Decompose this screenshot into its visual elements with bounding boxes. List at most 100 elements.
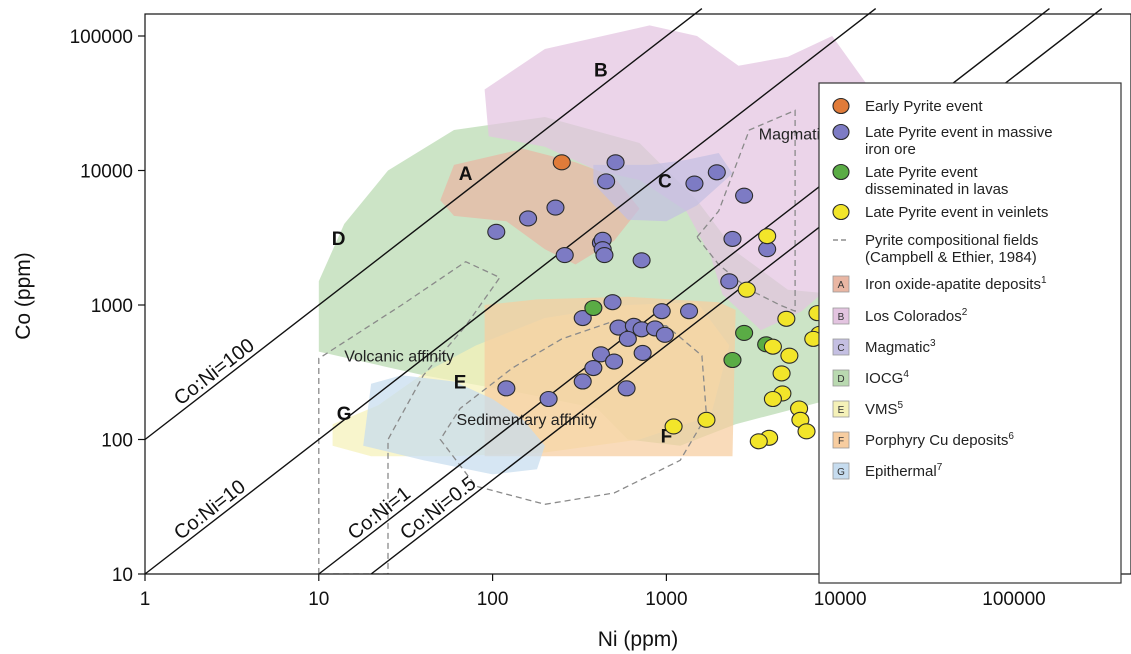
point-late-pyrite-event-in-veinlets-6: [763, 338, 782, 355]
point-late-pyrite-event-in-veinlets-7: [780, 347, 799, 364]
legend-label-late-pyrite-event-disseminated-in-lavas-0: Late Pyrite event: [865, 164, 978, 181]
field-letter-f: F: [661, 426, 673, 447]
point-late-pyrite-event-in-veinlets-15: [749, 433, 768, 450]
legend-swatch-iron-oxide-apatite-deposits: [832, 275, 850, 293]
legend-label-los-colorados-0: Los Colorados2: [865, 307, 968, 325]
point-late-pyrite-event-in-massive-iron-ore-28: [591, 346, 610, 363]
point-late-pyrite-event-in-massive-iron-ore-8: [597, 173, 616, 190]
legend-swatch-vms: [832, 400, 850, 418]
legend-swatch-porphyry-cu-deposits: [832, 431, 850, 449]
legend-label-porphyry-cu-deposits-0: Porphyry Cu deposits6: [865, 431, 1014, 449]
field-g: [363, 375, 545, 475]
point-late-pyrite-event-in-veinlets-16: [697, 411, 716, 428]
point-late-pyrite-event-in-veinlets-1: [737, 281, 756, 298]
point-late-pyrite-event-in-massive-iron-ore-18: [573, 309, 592, 327]
point-late-pyrite-event-in-massive-iron-ore-7: [595, 247, 614, 264]
point-late-pyrite-event-in-massive-iron-ore-12: [707, 164, 726, 181]
legend-label-vms-0: VMS5: [865, 400, 904, 418]
point-late-pyrite-event-in-veinlets-10: [763, 390, 782, 408]
legend-swatch-letter-a: A: [838, 280, 845, 291]
legend-label-magmatic-0: Magmatic3: [865, 338, 936, 356]
point-late-pyrite-event-in-massive-iron-ore-14: [723, 230, 742, 247]
field-letter-g: G: [337, 404, 352, 425]
legend-swatch-iocg: [832, 369, 850, 387]
legend-label-late-pyrite-event-disseminated-in-lavas-1: disseminated in lavas: [865, 181, 1008, 198]
y-tick-label-10000: 10000: [80, 162, 133, 183]
legend-swatch-letter-e: E: [838, 405, 845, 416]
ratio-label-co-ni-0-5: Co:Ni=0.5: [396, 472, 480, 544]
comp-field-volcanic-affinity: [318, 260, 501, 574]
field-c: [593, 153, 733, 222]
comp-field-sedimentary-affinity: [439, 320, 708, 505]
x-tick-label-1000: 1000: [645, 589, 687, 610]
point-late-pyrite-event-disseminated-in-lavas-1: [735, 324, 754, 341]
point-late-pyrite-event-in-massive-iron-ore-26: [618, 330, 637, 347]
legend-box: [818, 82, 1122, 584]
point-late-pyrite-event-in-veinlets-0: [758, 228, 777, 245]
ratio-line-co-ni-100: [144, 7, 703, 441]
field-letter-d: D: [332, 229, 346, 250]
point-late-pyrite-event-in-massive-iron-ore-30: [584, 359, 603, 377]
point-late-pyrite-event-in-massive-iron-ore-33: [497, 380, 516, 397]
legend-label-pyrite-compositional-fields-campbell-ethier-1984-0: Pyrite compositional fields: [865, 232, 1038, 249]
legend-swatch-los-colorados: [832, 307, 850, 325]
y-axis-title: Co (ppm): [12, 252, 35, 340]
field-letter-a: A: [459, 164, 473, 185]
y-tick-label-10: 10: [112, 565, 133, 586]
point-late-pyrite-event-in-massive-iron-ore-16: [720, 273, 739, 290]
legend-label-pyrite-compositional-fields-campbell-ethier-1984-1: (Campbell & Ethier, 1984): [865, 249, 1037, 266]
legend-swatch-letter-c: C: [837, 343, 844, 354]
axes: 1 10 100 1000 10000 100000 10 100 1000 10000 10000…: [70, 13, 1131, 610]
point-late-pyrite-event-in-massive-iron-ore-34: [539, 390, 558, 408]
field-letter-e: E: [454, 372, 467, 393]
ratio-label-co-ni-100: Co:Ni=100: [170, 334, 259, 410]
legend-swatch-letter-f: F: [838, 436, 844, 447]
point-late-pyrite-event-in-massive-iron-ore-17: [603, 294, 622, 311]
point-late-pyrite-event-in-veinlets-13: [797, 423, 816, 440]
legend-marker-late-pyrite-event-in-veinlets: [832, 203, 850, 221]
legend-label-late-pyrite-event-in-massive-iron-ore-0: Late Pyrite event in massive: [865, 124, 1053, 141]
point-late-pyrite-event-in-massive-iron-ore-20: [680, 303, 699, 320]
point-late-pyrite-event-in-massive-iron-ore-29: [605, 353, 624, 370]
x-axis-title: Ni (ppm): [598, 628, 679, 651]
field-letter-b: B: [594, 60, 608, 81]
field-a: [440, 148, 640, 265]
comp-field-magmatic-segregation: [696, 109, 796, 313]
comp-field-label-volcanic-affinity: Volcanic affinity: [344, 349, 454, 366]
legend-marker-late-pyrite-event-disseminated-in-lavas: [832, 163, 850, 181]
legend-label-epithermal-0: Epithermal7: [865, 462, 943, 480]
point-late-pyrite-event-in-massive-iron-ore-1: [519, 210, 538, 227]
legend-swatch-magmatic: [832, 338, 850, 356]
x-tick-label-1: 1: [140, 589, 151, 610]
point-late-pyrite-event-in-massive-iron-ore-3: [555, 247, 574, 264]
x-tick-label-10: 10: [308, 589, 329, 610]
legend-label-early-pyrite-event-0: Early Pyrite event: [865, 98, 983, 115]
legend-label-iron-oxide-apatite-deposits-0: Iron oxide-apatite deposits1: [865, 275, 1047, 293]
point-late-pyrite-event-in-massive-iron-ore-0: [487, 223, 506, 240]
legend-swatch-letter-d: D: [837, 374, 844, 385]
point-late-pyrite-event-in-massive-iron-ore-10: [632, 252, 651, 269]
legend: Early Pyrite event Late Pyrite event in m…: [818, 82, 1122, 584]
point-late-pyrite-event-in-massive-iron-ore-25: [655, 326, 674, 343]
ratio-label-co-ni-10: Co:Ni=10: [170, 476, 250, 545]
point-late-pyrite-event-in-massive-iron-ore-19: [652, 303, 671, 320]
plot-frame: [144, 13, 1131, 575]
legend-marker-early-pyrite-event: [832, 97, 850, 115]
point-late-pyrite-event-in-massive-iron-ore-32: [617, 380, 636, 397]
y-tick-label-1000: 1000: [91, 296, 133, 317]
legend-marker-late-pyrite-event-in-massive-iron-ore: [832, 123, 850, 141]
point-late-pyrite-event-in-massive-iron-ore-27: [633, 344, 652, 362]
comp-field-label-sedimentary-affinity: Sedimentary affinity: [457, 412, 597, 429]
point-late-pyrite-event-disseminated-in-lavas-0: [584, 299, 603, 317]
point-late-pyrite-event-in-massive-iron-ore-9: [606, 154, 625, 171]
x-tick-label-10000: 10000: [814, 589, 867, 610]
y-tick-label-100000: 100000: [70, 27, 133, 48]
point-late-pyrite-event-in-massive-iron-ore-13: [735, 187, 754, 204]
field-letter-c: C: [658, 171, 672, 192]
y-tick-label-100: 100: [101, 431, 133, 452]
point-late-pyrite-event-in-veinlets-2: [777, 310, 796, 327]
point-early-pyrite-event-0: [552, 154, 571, 171]
x-tick-label-100000: 100000: [982, 589, 1045, 610]
point-late-pyrite-event-in-massive-iron-ore-11: [685, 175, 704, 192]
